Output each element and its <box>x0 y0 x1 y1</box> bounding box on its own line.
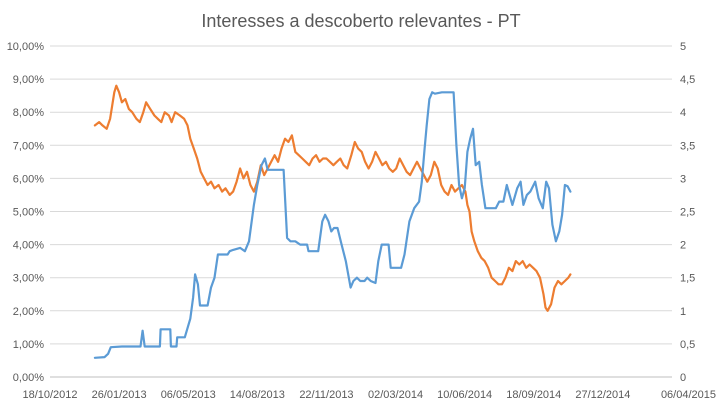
left-tick-label: 10,00% <box>7 41 45 53</box>
x-tick-label: 18/10/2012 <box>22 389 77 401</box>
left-tick-label: 8,00% <box>13 107 44 119</box>
chart-title: Interesses a descoberto relevantes - PT <box>201 11 520 31</box>
right-tick-label: 2,5 <box>680 207 695 219</box>
left-tick-label: 0,00% <box>13 372 44 384</box>
right-tick-label: 3 <box>680 173 686 185</box>
right-tick-label: 4 <box>680 107 686 119</box>
x-axis: 18/10/2012 26/01/2013 06/05/2013 14/08/2013… <box>22 389 716 401</box>
x-tick-label: 14/08/2013 <box>230 389 285 401</box>
right-tick-label: 5 <box>680 41 686 53</box>
right-tick-label: 2 <box>680 240 686 252</box>
series-line-orange <box>93 84 572 312</box>
right-tick-label: 0,5 <box>680 339 695 351</box>
right-tick-label: 1 <box>680 306 686 318</box>
series-line-blue <box>93 91 572 359</box>
left-tick-label: 4,00% <box>13 240 44 252</box>
left-tick-label: 5,00% <box>13 207 44 219</box>
left-tick-label: 9,00% <box>13 74 44 86</box>
x-tick-label: 10/06/2014 <box>437 389 492 401</box>
gridlines <box>50 45 672 378</box>
x-tick-label: 02/03/2014 <box>368 389 423 401</box>
right-tick-label: 3,5 <box>680 140 695 152</box>
x-tick-label: 27/12/2014 <box>575 389 630 401</box>
left-tick-label: 3,00% <box>13 273 44 285</box>
left-tick-label: 1,00% <box>13 339 44 351</box>
x-tick-label: 22/11/2013 <box>299 389 353 401</box>
left-tick-label: 7,00% <box>13 140 44 152</box>
left-axis: 0,00% 1,00% 2,00% 3,00% 4,00% 5,00% 6,00% 7,00%… <box>7 41 45 384</box>
right-tick-label: 1,5 <box>680 273 695 285</box>
x-tick-label: 18/09/2014 <box>506 389 561 401</box>
right-tick-label: 4,5 <box>680 74 695 86</box>
x-tick-label: 06/05/2013 <box>161 389 216 401</box>
x-tick-label: 06/04/2015 <box>661 389 716 401</box>
left-tick-label: 6,00% <box>13 173 44 185</box>
right-tick-label: 0 <box>680 372 686 384</box>
series-group <box>93 84 572 359</box>
left-tick-label: 2,00% <box>13 306 44 318</box>
right-axis: 0 0,5 1 1,5 2 2,5 3 3,5 4 4,5 5 <box>680 41 695 384</box>
x-tick-label: 26/01/2013 <box>92 389 147 401</box>
